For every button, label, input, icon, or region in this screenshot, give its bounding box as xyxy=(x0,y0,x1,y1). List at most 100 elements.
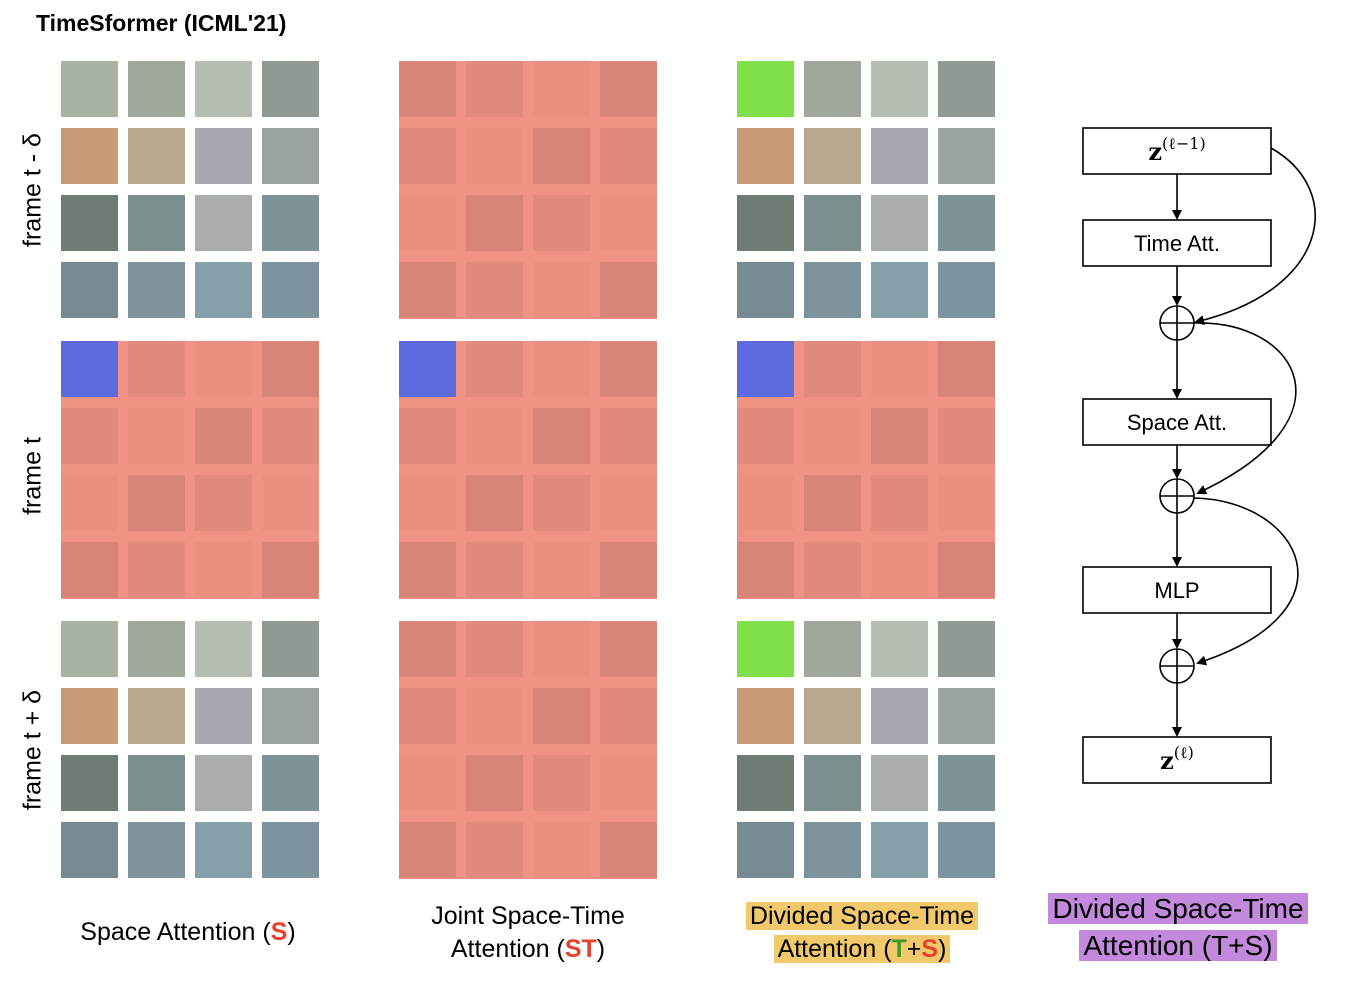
patch-cell xyxy=(804,621,861,677)
patch-cell xyxy=(399,61,456,117)
patch-cell xyxy=(399,688,456,744)
patch-cell xyxy=(737,61,794,117)
patch-cell xyxy=(871,755,928,811)
patch-cell xyxy=(262,341,319,397)
patch-cell xyxy=(600,688,657,744)
patch-cell xyxy=(533,621,590,677)
patch-cell xyxy=(466,128,523,184)
patch-cell xyxy=(61,621,118,677)
patch-cell xyxy=(262,542,319,598)
patch-grid-divided-frame-1 xyxy=(737,341,995,599)
patch-cell xyxy=(195,128,252,184)
figure-title: TimeSformer (ICML'21) xyxy=(36,10,287,36)
caption-block-divided-attention: Divided Space-Time Attention (T+S) xyxy=(1028,890,1328,964)
patch-cell xyxy=(399,128,456,184)
patch-cell xyxy=(600,128,657,184)
patch-cell xyxy=(533,262,590,318)
patch-cell xyxy=(399,262,456,318)
patch-cell xyxy=(466,621,523,677)
patch-cell xyxy=(262,61,319,117)
patch-grid-space-frame-2 xyxy=(61,621,319,879)
patch-cell xyxy=(262,475,319,531)
patch-cell xyxy=(466,688,523,744)
patch-grid-divided-frame-0 xyxy=(737,61,995,319)
input-label: z(ℓ−1) xyxy=(1148,134,1205,166)
patch-cell xyxy=(128,128,185,184)
patch-cell xyxy=(938,475,995,531)
mlp-box xyxy=(1082,566,1272,614)
patch-cell xyxy=(938,128,995,184)
patch-cell xyxy=(262,262,319,318)
sum-node-2 xyxy=(1159,478,1195,514)
patch-grid-joint-frame-2 xyxy=(399,621,657,879)
patch-cell xyxy=(128,195,185,251)
patch-cell xyxy=(399,542,456,598)
patch-cell xyxy=(737,688,794,744)
patch-cell xyxy=(737,542,794,598)
patch-cell xyxy=(61,341,118,397)
output-box xyxy=(1082,736,1272,784)
caption-divided-attention: Divided Space-Time Attention (T+S) xyxy=(722,900,1002,966)
patch-cell xyxy=(804,688,861,744)
patch-cell xyxy=(195,688,252,744)
patch-cell xyxy=(128,755,185,811)
patch-cell xyxy=(262,822,319,878)
output-label: z(ℓ) xyxy=(1160,743,1194,775)
patch-cell xyxy=(533,408,590,464)
patch-cell xyxy=(399,408,456,464)
patch-grid-divided-frame-2 xyxy=(737,621,995,879)
patch-cell xyxy=(804,475,861,531)
patch-cell xyxy=(195,822,252,878)
patch-cell xyxy=(533,822,590,878)
patch-cell xyxy=(533,688,590,744)
patch-cell xyxy=(128,341,185,397)
patch-cell xyxy=(195,542,252,598)
mlp-label: MLP xyxy=(1154,578,1199,603)
patch-cell xyxy=(737,475,794,531)
patch-cell xyxy=(195,195,252,251)
patch-cell xyxy=(871,408,928,464)
patch-cell xyxy=(533,128,590,184)
patch-cell xyxy=(600,262,657,318)
patch-cell xyxy=(600,195,657,251)
patch-cell xyxy=(128,621,185,677)
patch-cell xyxy=(804,61,861,117)
patch-cell xyxy=(938,822,995,878)
patch-cell xyxy=(804,822,861,878)
patch-cell xyxy=(600,408,657,464)
patch-cell xyxy=(533,341,590,397)
patch-cell xyxy=(466,475,523,531)
patch-cell xyxy=(871,195,928,251)
patch-grid-joint-frame-0 xyxy=(399,61,657,319)
patch-cell xyxy=(533,195,590,251)
patch-cell xyxy=(128,822,185,878)
patch-cell xyxy=(938,688,995,744)
patch-cell xyxy=(737,822,794,878)
patch-cell xyxy=(871,128,928,184)
patch-cell xyxy=(737,262,794,318)
patch-cell xyxy=(399,755,456,811)
patch-cell xyxy=(533,61,590,117)
time-att-label: Time Att. xyxy=(1134,231,1220,256)
patch-cell xyxy=(600,475,657,531)
patch-cell xyxy=(938,61,995,117)
residual-arrows xyxy=(1193,147,1316,666)
patch-cell xyxy=(61,475,118,531)
patch-cell xyxy=(399,475,456,531)
patch-cell xyxy=(533,475,590,531)
patch-cell xyxy=(262,195,319,251)
patch-cell xyxy=(466,341,523,397)
patch-cell xyxy=(128,688,185,744)
patch-cell xyxy=(600,755,657,811)
patch-cell xyxy=(600,621,657,677)
patch-grid-joint-frame-1 xyxy=(399,341,657,599)
input-box xyxy=(1082,127,1272,175)
patch-cell xyxy=(466,822,523,878)
patch-cell xyxy=(871,822,928,878)
patch-cell xyxy=(195,262,252,318)
patch-cell xyxy=(61,128,118,184)
patch-cell xyxy=(61,755,118,811)
patch-cell xyxy=(262,621,319,677)
space-att-label: Space Att. xyxy=(1127,410,1227,435)
patch-cell xyxy=(466,61,523,117)
